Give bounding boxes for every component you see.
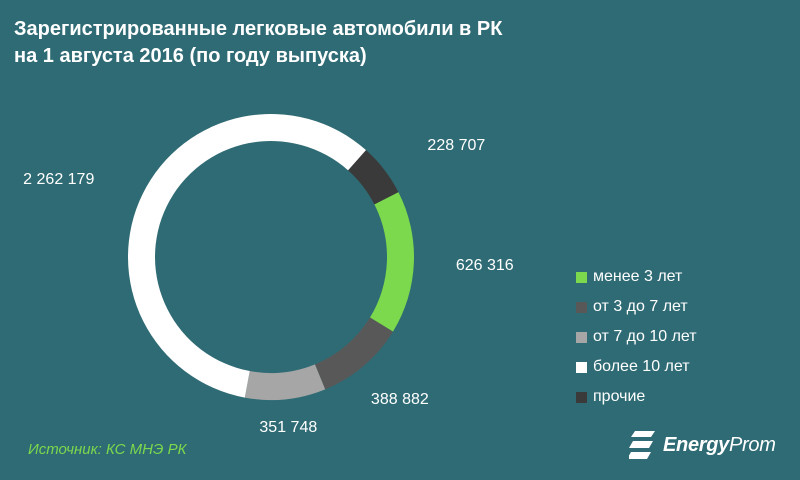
legend-item-3: от 7 до 10 лет [576,322,697,352]
energyprom-logo: EnergyProm [629,430,776,460]
legend-swatch [576,361,587,373]
legend-label: прочие [593,388,646,405]
chart-title-line2: на 1 августа 2016 (по году выпуска) [14,45,367,67]
chart-title-line1: Зарегистрированные легковые автомобили в… [14,18,503,40]
legend-swatch [576,391,587,403]
legend-label: менее 3 лет [593,268,683,285]
energyprom-logo-icon [629,431,655,459]
donut-slice-2 [314,317,393,390]
energyprom-logo-text: EnergyProm [663,434,776,457]
donut-data-label-4: 2 262 179 [23,171,94,188]
legend-label: от 7 до 10 лет [593,328,697,345]
donut-slice-1 [369,192,414,332]
donut-data-label-1: 626 316 [456,257,514,274]
legend-label: от 3 до 7 лет [593,298,688,315]
legend-item-2: от 3 до 7 лет [576,292,697,322]
legend-swatch [576,271,587,283]
logo-brand-bold: Energy [663,433,730,456]
chart-legend: менее 3 лет от 3 до 7 лет от 7 до 10 лет бо… [576,262,697,412]
legend-item-4: более 10 лет [576,352,697,382]
logo-brand-light: Prom [729,433,776,456]
chart-title: Зарегистрированные легковые автомобили в… [14,16,502,70]
donut-data-label-2: 388 882 [371,391,429,408]
donut-slice-4 [127,114,367,398]
legend-swatch [576,331,587,343]
donut-data-label-3: 351 748 [259,419,317,436]
donut-slice-5 [348,150,399,205]
legend-item-5: прочие [576,382,697,412]
donut-data-label-5: 228 707 [427,137,485,154]
legend-swatch [576,301,587,313]
donut-slice-3 [244,364,326,400]
source-note: Источник: КС МНЭ РК [28,441,187,458]
legend-item-1: менее 3 лет [576,262,697,292]
legend-label: более 10 лет [593,358,690,375]
